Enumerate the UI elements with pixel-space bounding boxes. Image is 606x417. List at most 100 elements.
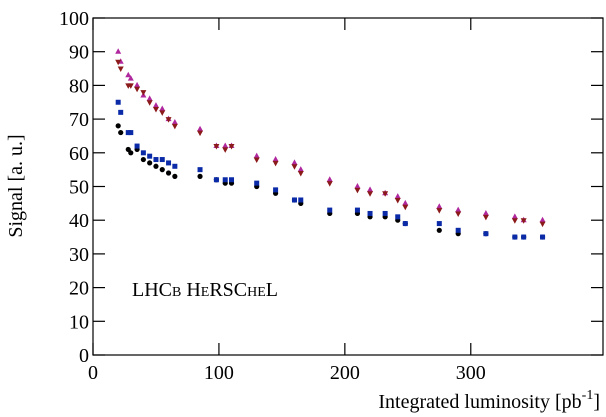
point (222, 177, 228, 183)
point (172, 163, 178, 169)
point (134, 143, 140, 149)
point (125, 130, 131, 136)
point (394, 197, 401, 204)
point (436, 227, 442, 233)
point (254, 180, 260, 186)
point (197, 167, 203, 173)
y-tick-label: 90 (69, 42, 89, 64)
point (511, 213, 518, 219)
point (165, 117, 172, 123)
point (152, 106, 159, 113)
x-tick-label: 0 (88, 362, 98, 384)
point (153, 157, 159, 163)
point (354, 183, 361, 189)
x-tick-label: 300 (456, 362, 486, 384)
point (483, 231, 489, 237)
point (253, 152, 260, 159)
point (115, 99, 121, 105)
point (147, 160, 153, 166)
point (482, 214, 489, 221)
point (134, 81, 141, 88)
point (172, 173, 178, 179)
point (229, 177, 235, 183)
point (354, 207, 360, 213)
point (222, 142, 229, 149)
point (272, 160, 279, 167)
point (273, 187, 279, 193)
point (540, 234, 546, 240)
point (222, 147, 229, 153)
point (127, 75, 134, 81)
point (146, 95, 153, 101)
point (153, 163, 159, 169)
y-tick-label: 80 (69, 75, 89, 97)
point (291, 159, 298, 165)
point (455, 211, 462, 217)
y-tick-label: 30 (69, 244, 89, 266)
point (197, 130, 204, 137)
x-axis-label-end: ] (593, 391, 600, 413)
point (159, 157, 165, 163)
point (134, 86, 141, 93)
x-axis-label-sup: -1 (582, 388, 594, 403)
point (228, 144, 235, 150)
point (539, 216, 546, 223)
point (382, 210, 388, 216)
point (128, 150, 134, 156)
x-tick-label: 100 (204, 362, 234, 384)
point (367, 191, 374, 197)
point (455, 206, 462, 213)
point (125, 71, 132, 78)
y-tick-label: 10 (69, 311, 89, 333)
point (171, 118, 178, 125)
point (197, 125, 204, 132)
y-tick-label: 50 (69, 177, 89, 199)
y-tick-label: 20 (69, 278, 89, 300)
point (402, 204, 409, 211)
point (115, 48, 122, 54)
point (539, 221, 546, 228)
point (147, 153, 153, 159)
point (118, 109, 124, 115)
point (297, 171, 304, 177)
point (171, 123, 178, 130)
point (291, 164, 298, 170)
x-axis-label: Integrated luminosity [pb-1] (378, 388, 600, 413)
plot-frame (92, 17, 604, 356)
point (115, 123, 121, 129)
point (394, 193, 401, 199)
point (166, 160, 172, 166)
point (152, 102, 159, 108)
point (297, 166, 304, 172)
point (140, 150, 146, 156)
point (140, 90, 147, 96)
point (291, 197, 297, 203)
point (382, 191, 389, 197)
point (115, 59, 122, 66)
point (298, 197, 304, 203)
point (117, 66, 124, 73)
point (127, 83, 134, 89)
x-tick-label: 200 (330, 362, 360, 384)
y-axis-label: Signal [a. u.] (5, 134, 27, 237)
point (197, 173, 203, 179)
point (455, 227, 461, 233)
point (436, 203, 443, 209)
point (367, 210, 373, 216)
point (354, 187, 361, 194)
point (146, 100, 153, 106)
y-tick-label: 0 (79, 345, 89, 367)
point (402, 199, 409, 206)
y-tick-label: 100 (59, 8, 89, 30)
x-axis-label-main: Integrated luminosity [pb (378, 391, 581, 413)
y-tick-label: 60 (69, 143, 89, 165)
point (402, 221, 408, 227)
point (436, 221, 442, 227)
point (512, 234, 518, 240)
y-tick-label: 70 (69, 109, 89, 131)
point (272, 156, 279, 162)
annotation: LHCb HeRSCheL (132, 279, 278, 301)
point (511, 218, 518, 224)
point (159, 110, 166, 116)
